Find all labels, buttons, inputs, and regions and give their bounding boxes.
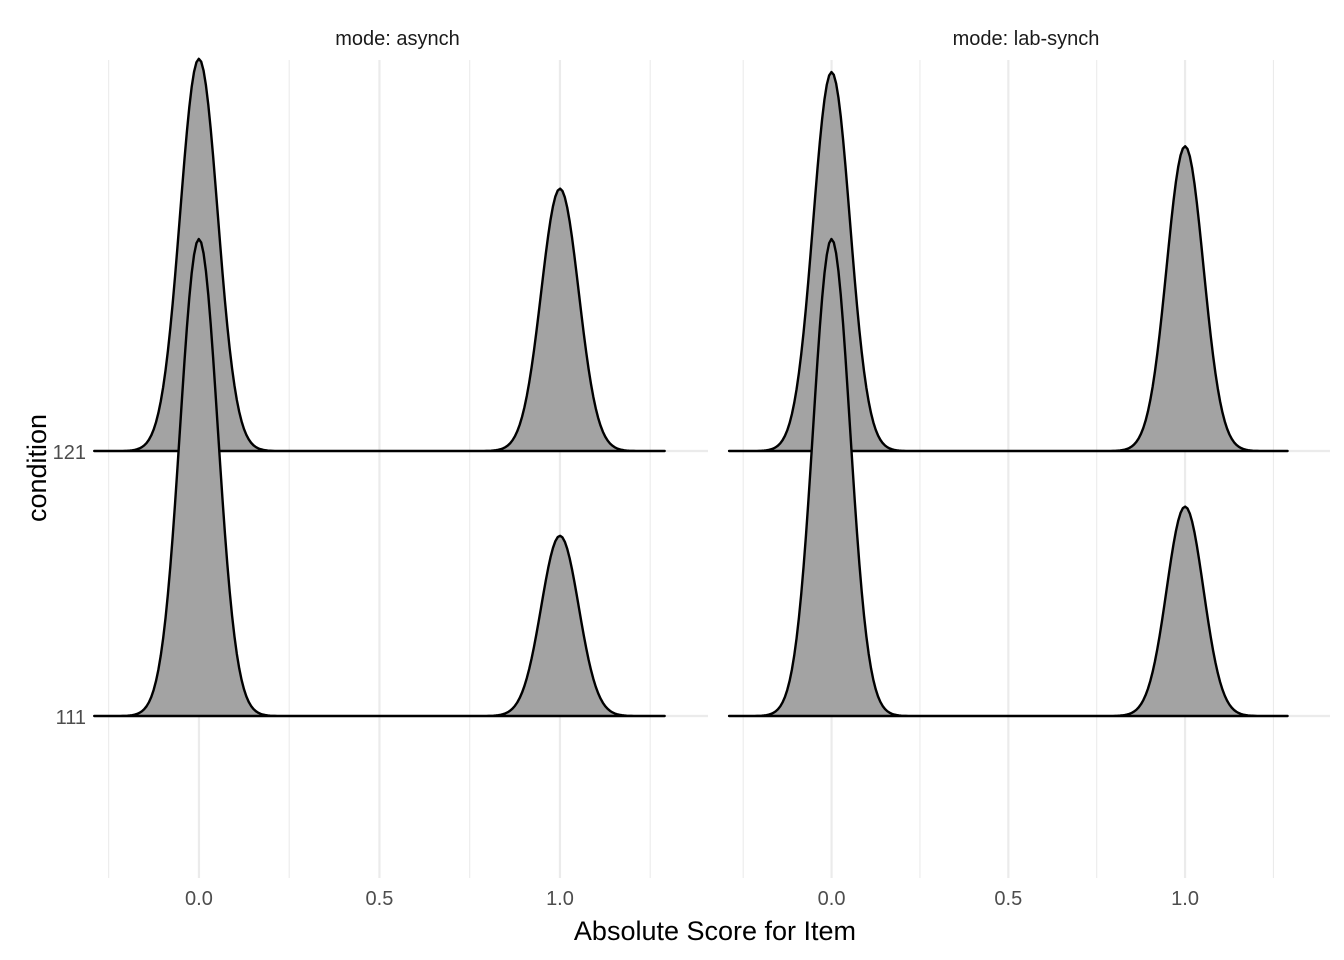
x-axis-title: Absolute Score for Item xyxy=(574,916,856,946)
ridge-111 xyxy=(727,237,1289,718)
ridge-121 xyxy=(93,57,666,453)
ridges xyxy=(727,70,1289,718)
y-tick-label: 111 xyxy=(56,707,86,729)
x-tick-label: 1.0 xyxy=(1171,888,1199,910)
x-tick-label: 0.0 xyxy=(185,888,213,910)
panel-title: mode: lab-synch xyxy=(953,28,1100,50)
panel-title: mode: asynch xyxy=(335,28,460,50)
y-axis-title: condition xyxy=(22,414,52,522)
panel-lab-synch: mode: lab-synch 0.0 0.5 1.0 xyxy=(727,28,1330,910)
x-tick-labels: 0.0 0.5 1.0 xyxy=(818,888,1199,910)
ridges xyxy=(93,57,666,718)
panel-asynch: mode: asynch 0.0 0.5 1.0 xyxy=(93,28,708,910)
x-tick-label: 1.0 xyxy=(546,888,574,910)
y-tick-labels: 111 121 xyxy=(53,442,86,729)
ridge-121 xyxy=(727,70,1289,453)
y-tick-label: 121 xyxy=(53,442,86,464)
x-tick-label: 0.5 xyxy=(366,888,394,910)
x-tick-labels: 0.0 0.5 1.0 xyxy=(185,888,574,910)
x-tick-label: 0.5 xyxy=(994,888,1022,910)
ridge-111 xyxy=(93,237,666,718)
x-tick-label: 0.0 xyxy=(818,888,846,910)
